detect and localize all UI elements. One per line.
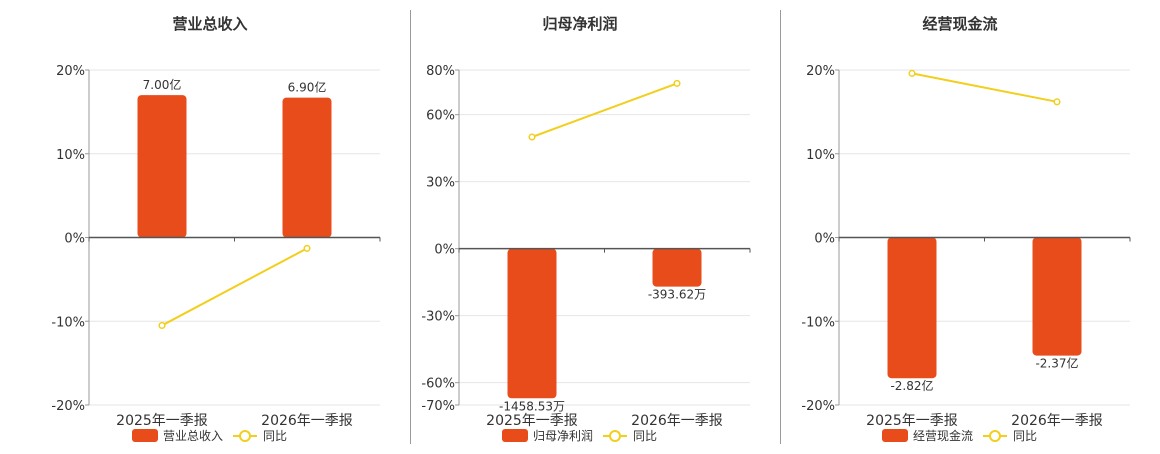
y-tick-label: 30%	[426, 176, 455, 191]
yoy-point	[158, 321, 166, 329]
panel-separator	[780, 10, 781, 444]
legend-bar-label: 经营现金流	[913, 428, 973, 443]
bar	[652, 248, 702, 287]
panel-separator	[410, 10, 411, 444]
chart-panel-1: 营业总收入 20% 10% 0% -10% -20% 7.00亿 6.90亿 2025年一季报 2…	[51, 15, 381, 443]
legend-line-label: 同比	[1013, 429, 1037, 443]
legend-line-marker	[239, 430, 251, 442]
chart-title: 营业总收入	[172, 15, 247, 33]
y-tick-label: -20%	[51, 399, 85, 414]
yoy-point	[528, 133, 536, 141]
legend-bar-swatch	[502, 429, 528, 442]
y-tick-label: 0%	[814, 232, 835, 247]
legend-line-label: 同比	[263, 429, 287, 443]
bar	[507, 248, 557, 399]
y-tick-label: -20%	[801, 399, 835, 414]
y-tick-label: -70%	[421, 399, 455, 414]
chart-title: 归母净利润	[542, 15, 617, 33]
y-tick-label: 20%	[806, 64, 835, 79]
yoy-point	[908, 69, 916, 77]
yoy-point	[303, 244, 311, 252]
bar	[1032, 237, 1082, 356]
yoy-line	[161, 247, 308, 327]
legend-line-marker	[989, 430, 1001, 442]
legend-line-label: 同比	[633, 429, 657, 443]
y-tick-label: 80%	[426, 64, 455, 79]
bar-data-label: -1458.53万	[499, 399, 565, 413]
x-category-label: 2026年一季报	[631, 413, 723, 429]
x-category-label: 2025年一季报	[866, 413, 958, 429]
x-category-label: 2025年一季报	[486, 413, 578, 429]
bar-data-label: 7.00亿	[143, 77, 182, 92]
yoy-line	[531, 82, 678, 138]
legend-bar-label: 营业总收入	[163, 429, 223, 443]
legend-line-marker	[609, 430, 621, 442]
yoy-line	[911, 72, 1058, 103]
chart-title: 经营现金流	[922, 15, 997, 33]
y-tick-label: 0%	[64, 232, 85, 247]
bar-data-label: 6.90亿	[288, 80, 327, 95]
chart-panel-2: 归母净利润 80% 60% 30% 0% -30% -60% -70% -1458.53万 -39…	[421, 15, 751, 443]
y-tick-label: 10%	[806, 148, 835, 163]
bar-data-label: -2.82亿	[890, 378, 933, 393]
x-category-label: 2025年一季报	[116, 413, 208, 429]
bar	[282, 97, 332, 238]
x-category-label: 2026年一季报	[1011, 413, 1103, 429]
chart-panel-3: 经营现金流 20% 10% 0% -10% -20% -2.82亿 -2.37亿 2025年一季…	[801, 15, 1131, 443]
y-tick-label: 60%	[426, 109, 455, 124]
bar-data-label: -2.37亿	[1035, 356, 1078, 371]
yoy-point	[673, 79, 681, 87]
y-tick-label: 20%	[56, 64, 85, 79]
legend-bar-swatch	[882, 429, 908, 442]
bar	[137, 95, 187, 238]
y-tick-label: -60%	[421, 377, 455, 392]
y-tick-label: 10%	[56, 148, 85, 163]
y-tick-label: 0%	[434, 243, 455, 258]
bar-data-label: -393.62万	[648, 288, 706, 302]
y-tick-label: -10%	[801, 315, 835, 330]
yoy-point	[1053, 98, 1061, 106]
bar	[887, 237, 937, 379]
legend-bar-swatch	[132, 429, 158, 442]
x-category-label: 2026年一季报	[261, 413, 353, 429]
y-tick-label: -30%	[421, 310, 455, 325]
legend-bar-label: 归母净利润	[533, 429, 593, 443]
y-tick-label: -10%	[51, 315, 85, 330]
